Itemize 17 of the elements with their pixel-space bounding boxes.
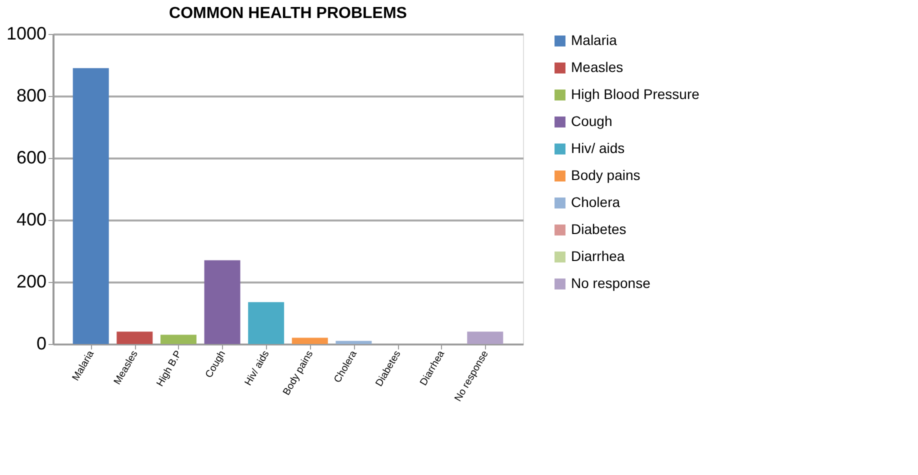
legend-label: Diabetes bbox=[571, 221, 626, 237]
legend-label: Diarrhea bbox=[571, 248, 625, 264]
y-tick-label: 400 bbox=[16, 210, 46, 230]
legend-label: Body pains bbox=[571, 167, 640, 183]
y-tick-label: 1000 bbox=[6, 24, 46, 44]
legend-label: No response bbox=[571, 275, 651, 291]
legend-label: Malaria bbox=[571, 32, 618, 48]
legend-label: High Blood Pressure bbox=[571, 86, 700, 102]
y-tick-label: 0 bbox=[36, 334, 46, 354]
legend-label: Measles bbox=[571, 59, 624, 75]
legend-label: Cholera bbox=[571, 194, 620, 210]
y-tick-label: 200 bbox=[16, 272, 46, 292]
legend-label: Hiv/ aids bbox=[571, 140, 625, 156]
legend-label: Cough bbox=[571, 113, 612, 129]
chart-title: COMMON HEALTH PROBLEMS bbox=[169, 5, 408, 22]
y-tick-label: 800 bbox=[16, 86, 46, 106]
y-tick-label: 600 bbox=[16, 148, 46, 168]
